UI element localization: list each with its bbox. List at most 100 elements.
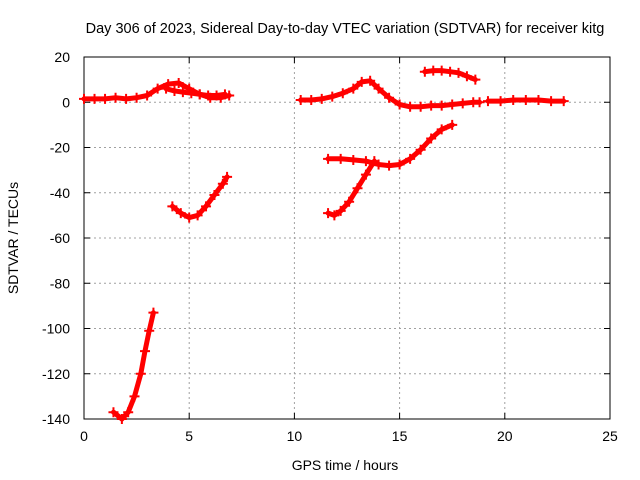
data-point — [89, 93, 100, 104]
chart-title: Day 306 of 2023, Sidereal Day-to-day VTE… — [86, 21, 605, 37]
data-point — [394, 159, 405, 170]
data-point — [148, 307, 159, 318]
data-point — [405, 153, 416, 164]
data-point — [194, 89, 205, 100]
series-track-d — [167, 171, 233, 223]
data-point — [129, 391, 140, 402]
data-point — [436, 124, 447, 135]
data-point — [140, 346, 151, 357]
data-point — [323, 153, 334, 164]
data-point — [356, 76, 367, 87]
data-point — [426, 100, 437, 111]
data-point — [217, 178, 228, 189]
series-track-f — [419, 65, 481, 85]
data-point — [461, 71, 472, 82]
data-point — [329, 210, 340, 221]
data-point — [344, 196, 355, 207]
data-marks — [79, 65, 569, 424]
data-point — [335, 153, 346, 164]
data-point — [177, 87, 188, 98]
data-point — [457, 98, 468, 109]
data-point — [203, 90, 214, 101]
data-point — [184, 212, 195, 223]
x-tick-label: 20 — [497, 428, 513, 444]
data-point — [100, 93, 111, 104]
data-point — [161, 83, 172, 94]
data-point — [428, 65, 439, 76]
y-tick-label: -120 — [42, 366, 70, 382]
data-point — [445, 66, 456, 77]
data-point — [169, 85, 180, 96]
data-point — [295, 94, 306, 105]
data-point — [470, 74, 481, 85]
y-tick-label: 0 — [62, 94, 70, 110]
data-point — [352, 183, 363, 194]
data-point — [121, 93, 132, 104]
data-point — [447, 119, 458, 130]
data-point — [533, 94, 544, 105]
data-point — [173, 78, 184, 89]
x-tick-label: 0 — [80, 428, 88, 444]
series-line — [325, 158, 377, 218]
data-point — [306, 94, 317, 105]
series-track-e — [295, 75, 485, 112]
data-point — [323, 208, 334, 219]
series-track-b — [161, 83, 230, 101]
data-point — [419, 66, 430, 77]
data-point — [453, 67, 464, 78]
data-point — [108, 407, 119, 418]
data-point — [167, 201, 178, 212]
data-point — [482, 96, 493, 107]
y-tick-label: -140 — [42, 411, 70, 427]
data-point — [415, 101, 426, 112]
data-point — [415, 144, 426, 155]
ticks: 0 5 10 15 20 25 -140 -120 -100 -80 -60 -40 -20 0 20 — [42, 49, 618, 444]
plot-frame — [83, 56, 611, 420]
data-point — [426, 133, 437, 144]
data-point — [546, 96, 557, 107]
y-tick-label: -80 — [50, 275, 70, 291]
data-point — [495, 96, 506, 107]
data-point — [520, 94, 531, 105]
data-point — [201, 201, 212, 212]
data-point — [316, 93, 327, 104]
data-point — [152, 83, 163, 94]
data-point — [144, 325, 155, 336]
data-point — [219, 89, 230, 100]
data-point — [508, 94, 519, 105]
x-tick-label: 25 — [602, 428, 618, 444]
data-point — [131, 92, 142, 103]
y-tick-label: -20 — [50, 140, 70, 156]
data-point — [348, 83, 359, 94]
data-point — [436, 65, 447, 76]
data-point — [348, 154, 359, 165]
x-axis-label: GPS time / hours — [292, 457, 399, 473]
data-point — [474, 97, 485, 108]
grid — [84, 57, 610, 419]
data-point — [175, 208, 186, 219]
series-track-i — [482, 94, 569, 107]
data-point — [209, 190, 220, 201]
data-point — [384, 92, 395, 103]
series-line — [325, 122, 455, 169]
data-point — [384, 160, 395, 171]
y-tick-label: 20 — [54, 49, 70, 65]
data-point — [365, 75, 376, 86]
data-point — [360, 156, 371, 167]
y-tick-label: -40 — [50, 185, 70, 201]
series-track-a — [79, 78, 235, 104]
x-tick-label: 5 — [185, 428, 193, 444]
x-tick-label: 10 — [287, 428, 303, 444]
data-point — [373, 83, 384, 94]
data-point — [360, 169, 371, 180]
data-point — [373, 159, 384, 170]
data-point — [116, 414, 127, 424]
data-point — [79, 93, 89, 104]
y-tick-label: -60 — [50, 230, 70, 246]
data-point — [211, 90, 222, 101]
y-axis-label: SDTVAR / TECUs — [5, 182, 21, 294]
data-point — [436, 100, 447, 111]
series-track-g — [323, 156, 380, 221]
x-tick-label: 15 — [392, 428, 408, 444]
